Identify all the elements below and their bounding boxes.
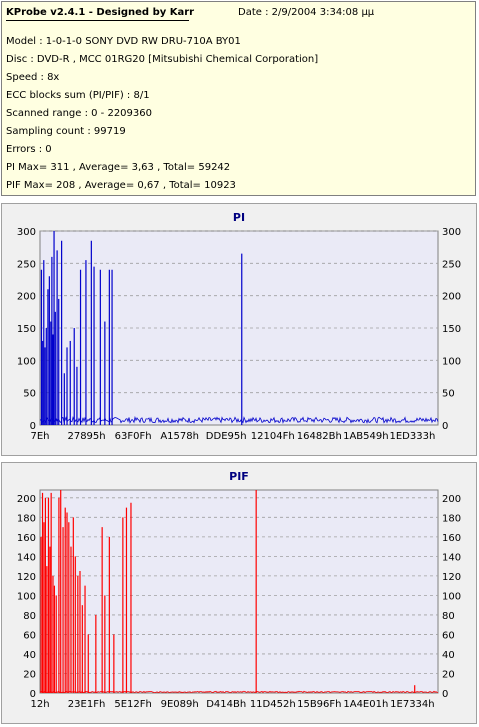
pif-x-tick-label: 9E089h	[161, 699, 199, 710]
ecc-blocks-line: ECC blocks sum (PI/PIF) : 8/1	[6, 90, 150, 101]
pif-y-tick-label-left: 200	[17, 494, 36, 505]
pif-y-tick-label-right: 180	[442, 513, 461, 524]
pi-y-tick-label-right: 50	[442, 389, 455, 400]
pi-chart-panel: PI 0 0 50 50 100 100 150 150 200 200 250 250 300 300 7E…	[1, 203, 477, 456]
pif-y-tick-label-left: 160	[17, 533, 36, 544]
pif-x-tick-label: 1E7334h	[390, 699, 434, 710]
pif-y-tick-label-right: 60	[442, 630, 455, 641]
pi-summary-line: PI Max= 311 , Average= 3,63 , Total= 592…	[6, 162, 231, 173]
pif-y-tick-label-right: 140	[442, 552, 461, 563]
disc-info-panel: KProbe v2.4.1 - Designed by Karr Date : …	[1, 1, 476, 196]
pif-x-tick-label: 15B96Fh	[297, 699, 341, 710]
pi-x-tick-label: 12104Fh	[251, 431, 295, 442]
pif-chart-panel: PIF 0 0 20 20 40 40 60 60 80 80 100 100 120 120 140 140 1…	[1, 462, 477, 724]
pi-y-tick-label-right: 300	[442, 227, 461, 238]
pi-y-tick-label-left: 100	[17, 356, 36, 367]
pif-y-tick-label-left: 180	[17, 513, 36, 524]
pi-y-tick-label-right: 100	[442, 356, 461, 367]
pif-x-tick-label: 5E12Fh	[114, 699, 152, 710]
pif-x-tick-label: 12h	[30, 699, 49, 710]
pif-y-tick-label-right: 100	[442, 591, 461, 602]
pif-y-tick-label-left: 40	[23, 650, 36, 661]
pi-x-tick-label: 16482Bh	[297, 431, 342, 442]
pif-y-tick-label-left: 60	[23, 630, 36, 641]
pif-summary-line: PIF Max= 208 , Average= 0,67 , Total= 10…	[6, 180, 236, 191]
pi-y-tick-label-left: 300	[17, 227, 36, 238]
pi-x-tick-label: DDE95h	[206, 431, 247, 442]
pif-y-tick-label-right: 20	[442, 669, 455, 680]
pi-y-tick-label-right: 250	[442, 259, 461, 270]
pif-x-tick-label: D414Bh	[206, 699, 246, 710]
disc-line: Disc : DVD-R , MCC 01RG20 [Mitsubishi Ch…	[6, 54, 319, 65]
pi-y-tick-label-left: 250	[17, 259, 36, 270]
pi-y-tick-label-left: 200	[17, 292, 36, 303]
pif-baseline-series	[39, 690, 439, 694]
scan-date: Date : 2/9/2004 3:34:08 μμ	[238, 7, 375, 18]
pi-y-tick-label-left: 50	[23, 389, 36, 400]
pi-y-tick-label-left: 150	[17, 324, 36, 335]
app-title: KProbe v2.4.1 - Designed by Karr	[6, 7, 195, 18]
pif-chart-title: PIF	[229, 470, 249, 483]
pif-y-tick-label-right: 0	[442, 689, 448, 700]
pif-y-tick-label-right: 80	[442, 611, 455, 622]
pif-y-tick-label-left: 120	[17, 572, 36, 583]
pif-y-tick-label-left: 80	[23, 611, 36, 622]
scanned-range-line: Scanned range : 0 - 2209360	[6, 108, 152, 119]
pif-y-tick-label-left: 100	[17, 591, 36, 602]
pif-y-tick-label-left: 140	[17, 552, 36, 563]
pif-x-tick-label: 1A4E01h	[343, 699, 388, 710]
pif-y-tick-label-right: 40	[442, 650, 455, 661]
errors-line: Errors : 0	[6, 144, 52, 155]
pi-baseline-series	[39, 415, 439, 425]
pif-y-tick-label-right: 200	[442, 494, 461, 505]
pi-y-tick-label-left: 0	[30, 421, 36, 432]
pi-x-tick-label: 27895h	[67, 431, 105, 442]
pif-chart: PIF 0 0 20 20 40 40 60 60 80 80 100 100 120 120 140 140 1…	[17, 470, 461, 710]
pif-y-tick-label-left: 20	[23, 669, 36, 680]
pif-y-tick-label-left: 0	[30, 689, 36, 700]
pi-y-tick-label-right: 0	[442, 421, 448, 432]
speed-line: Speed : 8x	[6, 72, 60, 83]
pi-x-tick-label: 1ED333h	[389, 431, 435, 442]
model-line: Model : 1-0-1-0 SONY DVD RW DRU-710A BY0…	[6, 36, 241, 47]
pif-x-tick-label: 23E1Fh	[68, 699, 106, 710]
pif-y-tick-label-right: 120	[442, 572, 461, 583]
title-underline	[6, 20, 189, 21]
pi-x-tick-label: 1AB549h	[343, 431, 389, 442]
pif-plot-area	[39, 489, 439, 694]
pi-y-tick-label-right: 150	[442, 324, 461, 335]
pif-y-tick-label-right: 160	[442, 533, 461, 544]
pi-chart: PI 0 0 50 50 100 100 150 150 200 200 250 250 300 300 7E…	[17, 211, 461, 442]
pi-x-tick-label: 63F0Fh	[115, 431, 152, 442]
pi-x-tick-label: 7Eh	[30, 431, 49, 442]
pi-chart-title: PI	[233, 211, 245, 224]
pif-x-tick-label: 11D452h	[250, 699, 296, 710]
sampling-count-line: Sampling count : 99719	[6, 126, 126, 137]
pi-y-tick-label-right: 200	[442, 292, 461, 303]
pi-x-tick-label: A1578h	[160, 431, 199, 442]
